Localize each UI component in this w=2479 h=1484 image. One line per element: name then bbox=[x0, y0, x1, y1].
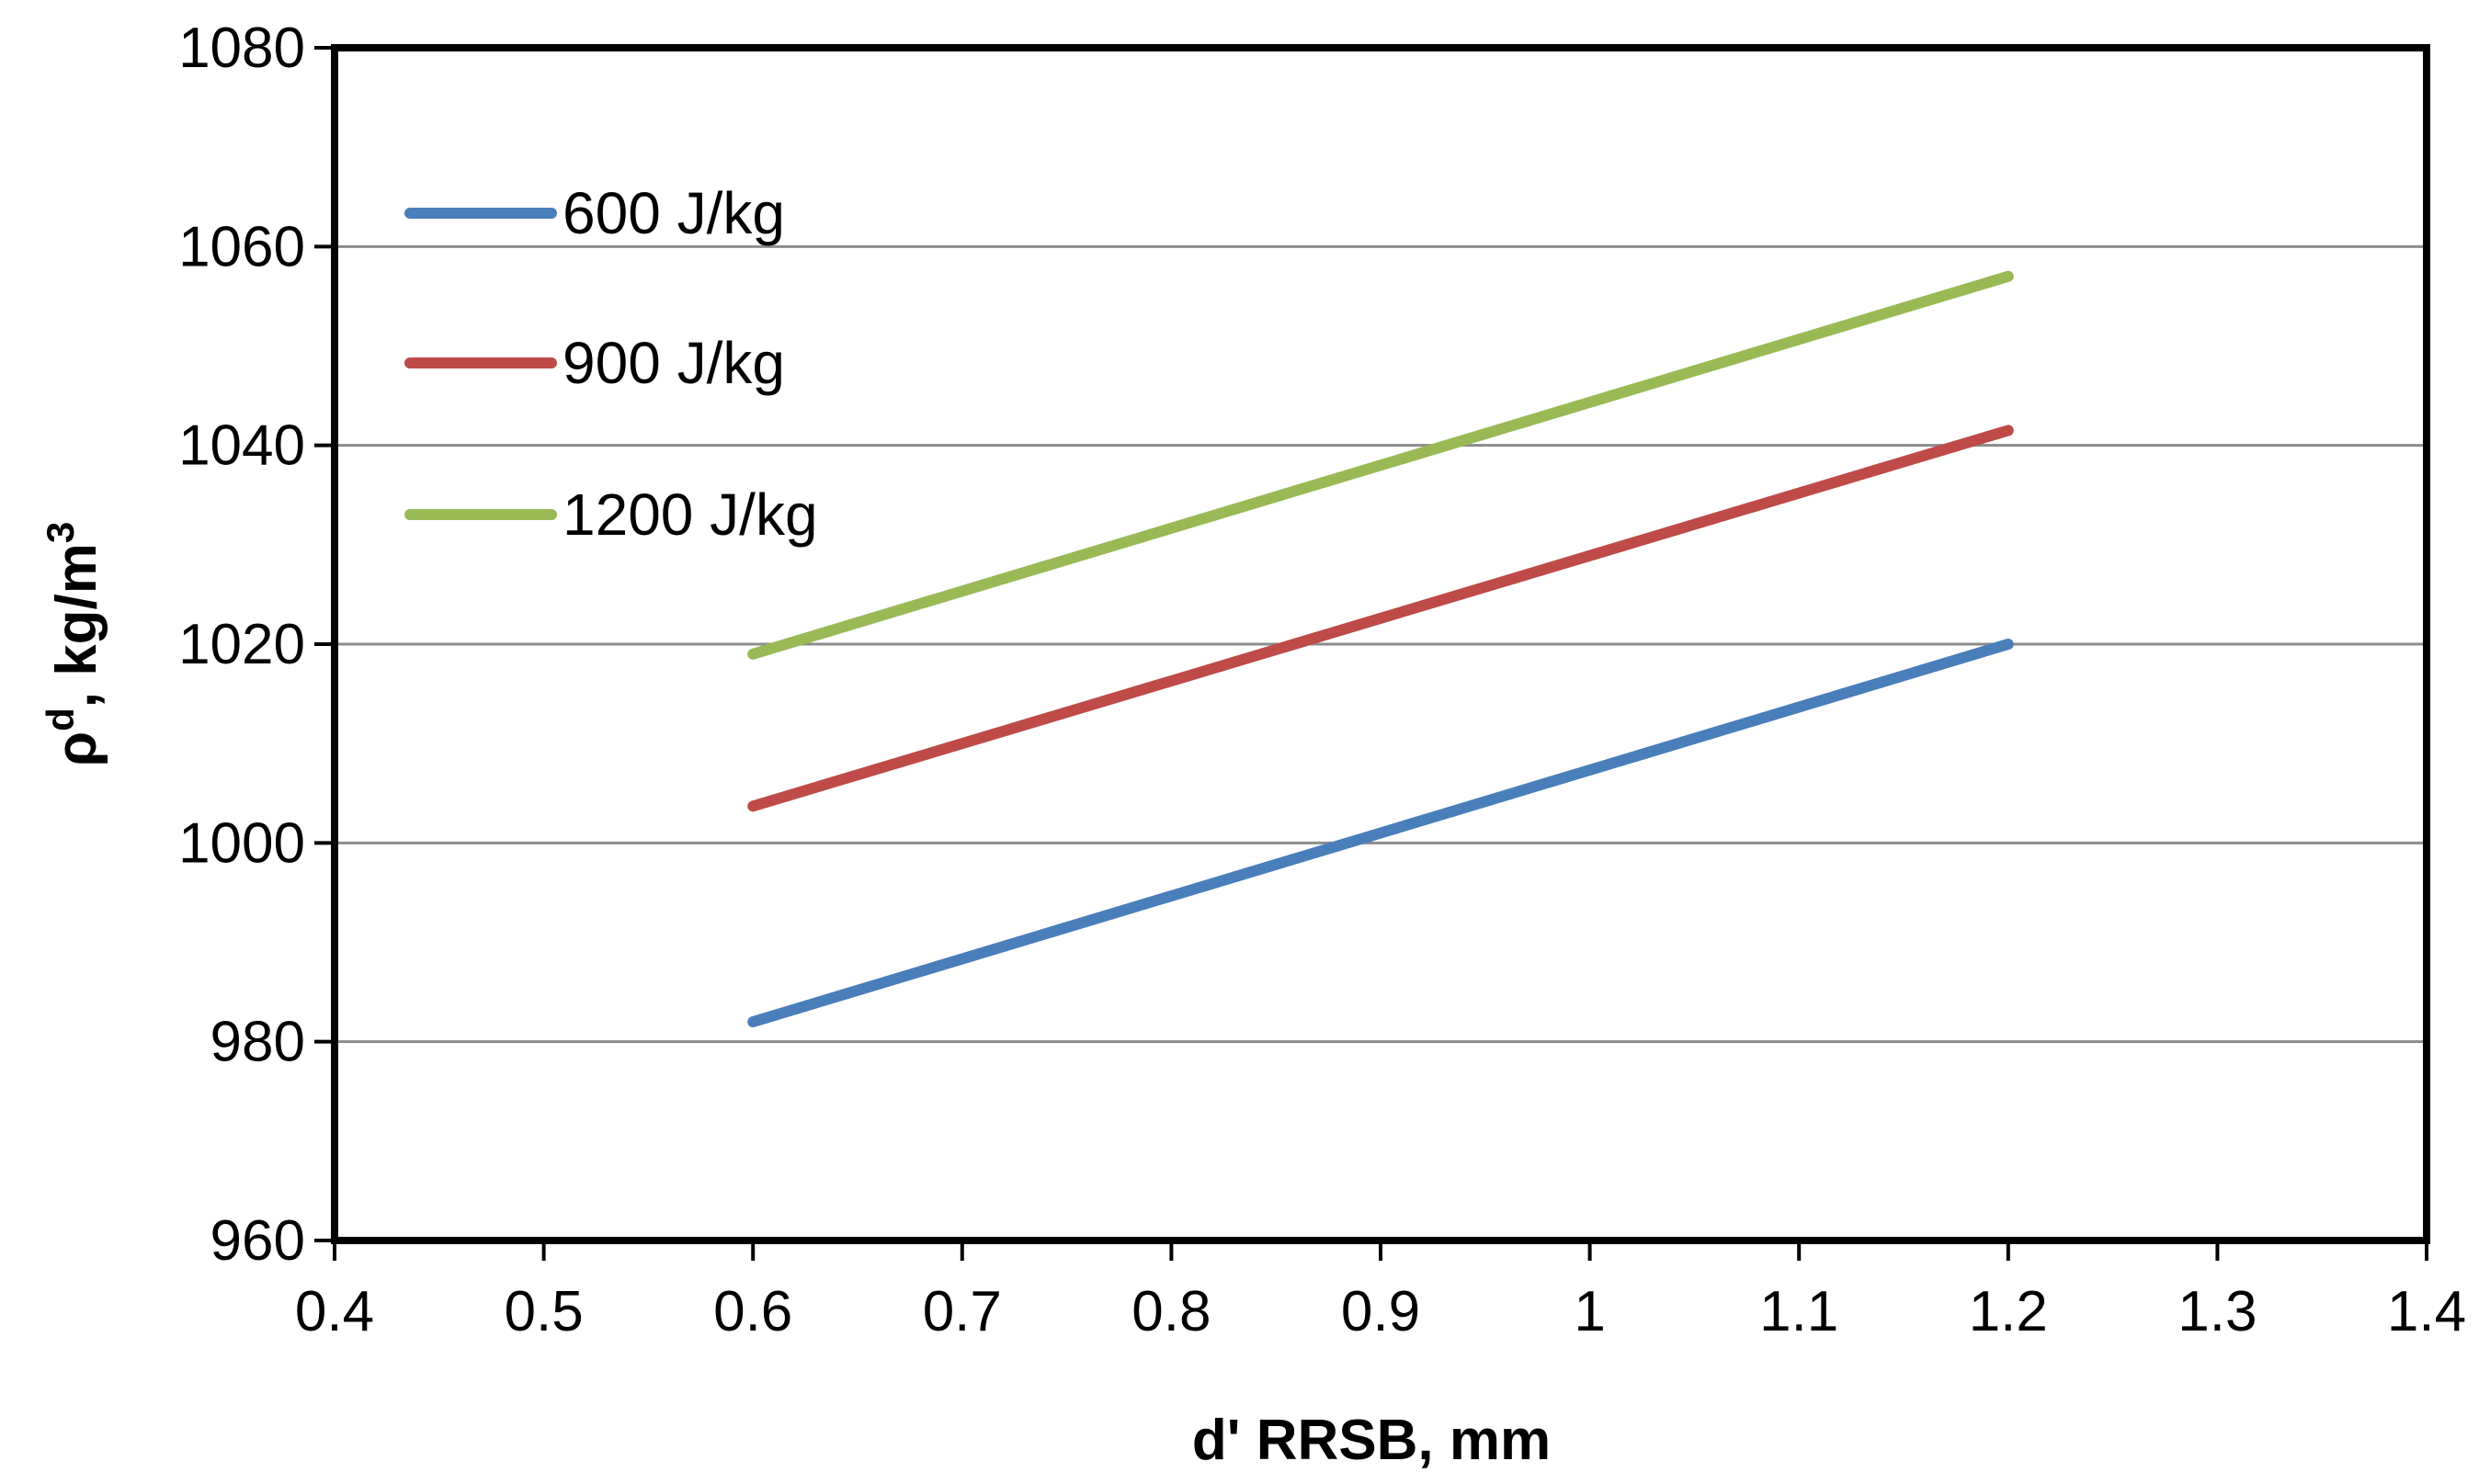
y-axis-title-symbol: ρ bbox=[45, 731, 108, 766]
series-layer bbox=[747, 270, 2014, 1028]
y-tick-label: 1020 bbox=[178, 613, 305, 676]
legend: 600 J/kg 900 J/kg 1200 J/kg bbox=[404, 180, 818, 548]
series-line-600-j-kg bbox=[747, 639, 2014, 1028]
y-axis-title: ρd, kg/m3 bbox=[39, 522, 108, 767]
y-axis-title-superscript: d bbox=[39, 708, 82, 731]
x-tick-label: 0.6 bbox=[713, 1280, 792, 1343]
legend-label: 900 J/kg bbox=[563, 330, 785, 396]
x-tick-label: 0.7 bbox=[923, 1280, 1002, 1343]
x-tick-label: 1.3 bbox=[2178, 1280, 2257, 1343]
y-tick-label: 1000 bbox=[178, 811, 305, 875]
x-tick-label: 1 bbox=[1574, 1280, 1605, 1343]
x-tick-label: 0.5 bbox=[504, 1280, 583, 1343]
series-line-900-j-kg bbox=[747, 425, 2014, 812]
y-tick-label: 1060 bbox=[178, 215, 305, 278]
x-tick-label: 0.4 bbox=[295, 1280, 374, 1343]
x-tick-label: 1.2 bbox=[1969, 1280, 2048, 1343]
x-axis-title: d' RRSB, mm bbox=[1192, 1409, 1551, 1472]
y-axis-title-exponent: 3 bbox=[39, 522, 82, 543]
x-tick-label: 0.8 bbox=[1131, 1280, 1211, 1343]
y-tick-label: 1040 bbox=[178, 414, 305, 478]
y-tick-label: 1080 bbox=[178, 17, 305, 80]
legend-label: 1200 J/kg bbox=[563, 481, 818, 548]
gridlines bbox=[335, 244, 2427, 1044]
y-tick-label: 980 bbox=[210, 1011, 305, 1074]
legend-label: 600 J/kg bbox=[563, 180, 785, 246]
series-line-1200-j-kg bbox=[747, 270, 2014, 660]
axes: 960 980 1000 1020 1040 1060 1080 0.4 0.5 0.6 0.7 0.… bbox=[178, 17, 2466, 1343]
x-tick-label: 1.4 bbox=[2387, 1280, 2466, 1343]
y-axis-title-units: , kg/m bbox=[45, 543, 108, 708]
x-tick-label: 1.1 bbox=[1759, 1280, 1838, 1343]
y-tick-label: 960 bbox=[210, 1209, 305, 1273]
x-tick-label: 0.9 bbox=[1341, 1280, 1420, 1343]
